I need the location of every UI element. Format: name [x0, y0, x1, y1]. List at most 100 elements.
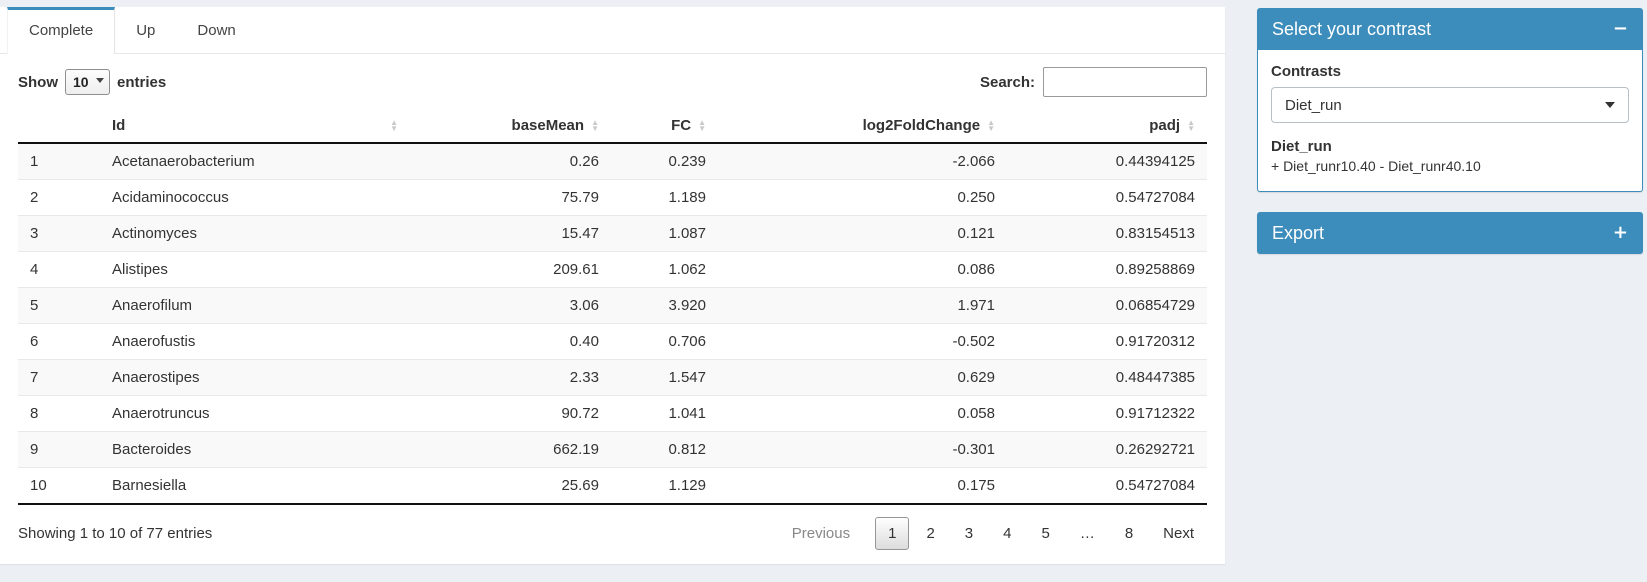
tab-down[interactable]: Down: [197, 22, 236, 39]
table-footer: Showing 1 to 10 of 77 entries Previous 1 2…: [0, 505, 1225, 560]
cell-log2fc: 0.175: [957, 477, 995, 494]
cell-baseMean: 0.26: [569, 153, 599, 170]
page-button-next[interactable]: Next: [1163, 525, 1194, 542]
contrast-box-header: Select your contrast −: [1257, 8, 1643, 50]
contrast-box: Select your contrast − Contrasts Diet_ru…: [1257, 8, 1643, 192]
cell-n: 5: [30, 297, 39, 314]
cell-padj: 0.83154513: [1115, 225, 1195, 242]
results-tab-strip: Complete Up Down: [0, 7, 1225, 54]
contrast-box-title: Select your contrast: [1272, 18, 1432, 39]
cell-n: 7: [30, 369, 39, 386]
column-header-label: baseMean: [511, 117, 585, 134]
page-button-2[interactable]: 2: [926, 525, 935, 542]
cell-baseMean: 90.72: [561, 405, 599, 422]
cell-baseMean: 662.19: [553, 441, 599, 458]
collapse-minus-icon[interactable]: −: [1612, 18, 1628, 39]
search-input[interactable]: [1043, 67, 1207, 97]
expand-plus-icon[interactable]: +: [1612, 222, 1628, 243]
export-box: Export +: [1257, 212, 1643, 254]
cell-baseMean: 209.61: [553, 261, 599, 278]
cell-fc: 0.812: [668, 441, 706, 458]
entries-length-select[interactable]: 10: [65, 69, 110, 95]
table-body: 1 Acetanaerobacterium 0.26 0.239 -2.066 0.443…: [18, 143, 1207, 504]
cell-log2fc: 0.058: [957, 405, 995, 422]
export-box-header[interactable]: Export +: [1257, 212, 1643, 254]
cell-padj: 0.54727084: [1115, 189, 1195, 206]
column-header-fc[interactable]: FC ▲ ▼: [611, 109, 718, 144]
cell-fc: 1.062: [668, 261, 706, 278]
page-button-previous[interactable]: Previous: [791, 525, 851, 542]
page-button-4[interactable]: 4: [1003, 525, 1012, 542]
column-header-basemean[interactable]: baseMean ▲ ▼: [410, 109, 611, 144]
table-row: 3 Actinomyces 15.47 1.087 0.121 0.83154513: [18, 215, 1207, 252]
cell-padj: 0.89258869: [1115, 261, 1195, 278]
table-controls-row: Show 10 entries Search:: [0, 54, 1225, 107]
table-row: 4 Alistipes 209.61 1.062 0.086 0.89258869: [18, 252, 1207, 288]
search-label: Search:: [979, 73, 1035, 91]
cell-log2fc: -0.301: [952, 441, 995, 458]
sort-icon[interactable]: ▲ ▼: [390, 117, 398, 133]
cell-fc: 1.547: [668, 369, 706, 386]
cell-id: Anaerofustis: [112, 333, 196, 350]
sort-icon[interactable]: ▲ ▼: [1187, 117, 1195, 133]
cell-padj: 0.91712322: [1115, 405, 1195, 422]
cell-log2fc: 0.250: [957, 189, 995, 206]
cell-padj: 0.06854729: [1115, 297, 1195, 314]
contrast-detail: Diet_run + Diet_runr10.40 - Diet_runr40.…: [1271, 138, 1629, 174]
column-header-rownum: [18, 109, 100, 144]
cell-n: 6: [30, 333, 39, 350]
page-button-8[interactable]: 8: [1124, 525, 1134, 542]
cell-fc: 3.920: [668, 297, 706, 314]
contrast-detail-title: Diet_run: [1271, 138, 1332, 155]
show-entries-control: Show 10 entries: [18, 69, 166, 95]
table-row: 6 Anaerofustis 0.40 0.706 -0.502 0.91720312: [18, 324, 1207, 360]
table-row: 1 Acetanaerobacterium 0.26 0.239 -2.066 0.443…: [18, 143, 1207, 180]
tab-complete[interactable]: Complete: [7, 7, 116, 54]
cell-id: Acetanaerobacterium: [112, 153, 255, 170]
cell-n: 8: [30, 405, 39, 422]
cell-fc: 0.239: [668, 153, 706, 170]
cell-n: 2: [30, 189, 39, 206]
table-header-row: Id ▲ ▼ baseMean ▲ ▼: [18, 109, 1207, 144]
cell-n: 10: [30, 477, 47, 494]
cell-baseMean: 75.79: [561, 189, 599, 206]
cell-id: Bacteroides: [112, 441, 192, 458]
table-info: Showing 1 to 10 of 77 entries: [18, 525, 213, 542]
page-button-…[interactable]: …: [1079, 525, 1095, 542]
page-button-3[interactable]: 3: [964, 525, 974, 542]
table-row: 7 Anaerostipes 2.33 1.547 0.629 0.48447385: [18, 359, 1207, 396]
cell-padj: 0.26292721: [1115, 441, 1195, 458]
cell-id: Anaerostipes: [112, 369, 200, 386]
cell-log2fc: 0.121: [957, 225, 995, 242]
cell-n: 4: [30, 261, 39, 278]
cell-id: Anaerofilum: [112, 297, 193, 314]
cell-id: Acidaminococcus: [112, 189, 229, 206]
cell-baseMean: 25.69: [561, 477, 599, 494]
sort-icon[interactable]: ▲ ▼: [591, 117, 599, 133]
cell-fc: 1.041: [668, 405, 706, 422]
column-header-log2foldchange[interactable]: log2FoldChange ▲ ▼: [718, 109, 1007, 144]
page-button-1[interactable]: 1: [875, 517, 910, 550]
cell-n: 9: [30, 441, 39, 458]
pagination: Previous 1 2 3 4 5 … 8 Next: [775, 517, 1207, 550]
results-card: Complete Up Down Show 10 entries Search:: [0, 7, 1225, 564]
search-control: Search:: [980, 67, 1207, 97]
chevron-down-icon: [1605, 102, 1615, 108]
column-header-label: log2FoldChange: [862, 117, 981, 134]
tab-up[interactable]: Up: [136, 22, 156, 39]
page-button-5[interactable]: 5: [1041, 525, 1050, 542]
contrast-detail-formula: + Diet_runr10.40 - Diet_runr40.10: [1271, 158, 1481, 174]
cell-baseMean: 15.47: [561, 225, 599, 242]
contrasts-label: Contrasts: [1271, 63, 1342, 80]
column-header-padj[interactable]: padj ▲ ▼: [1007, 109, 1207, 144]
sort-icon[interactable]: ▲ ▼: [987, 117, 995, 133]
sort-icon[interactable]: ▲ ▼: [698, 117, 706, 133]
sidebar-column: Select your contrast − Contrasts Diet_ru…: [1257, 8, 1643, 274]
table-row: 8 Anaerotruncus 90.72 1.041 0.058 0.91712322: [18, 396, 1207, 432]
cell-padj: 0.48447385: [1115, 369, 1195, 386]
cell-padj: 0.54727084: [1115, 477, 1195, 494]
column-header-id[interactable]: Id ▲ ▼: [100, 109, 410, 144]
table-row: 10 Barnesiella 25.69 1.129 0.175 0.54727084: [18, 468, 1207, 504]
cell-padj: 0.44394125: [1115, 153, 1195, 170]
contrast-select[interactable]: Diet_run: [1271, 87, 1629, 123]
